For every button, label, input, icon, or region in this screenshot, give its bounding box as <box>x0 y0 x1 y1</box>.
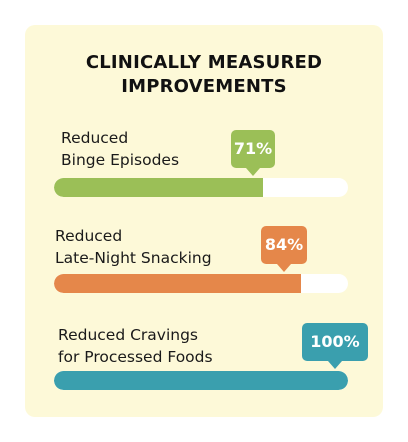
value-bubble: 100% <box>302 323 368 369</box>
card-title: CLINICALLY MEASURED IMPROVEMENTS <box>25 51 383 99</box>
metric-label-line-1: Reduced <box>55 227 123 245</box>
metric-label: Reduced Binge Episodes <box>61 127 179 171</box>
card-title-line-1: CLINICALLY MEASURED <box>85 52 323 73</box>
progress-fill <box>54 371 348 390</box>
metric-late-night-snacking: Reduced Late-Night Snacking 84% <box>25 223 383 313</box>
metric-binge-episodes: Reduced Binge Episodes 71% <box>25 125 383 215</box>
card-title-line-2: IMPROVEMENTS <box>121 76 287 97</box>
metric-label-line-2: Late-Night Snacking <box>55 249 212 267</box>
metric-label: Reduced Cravings for Processed Foods <box>58 324 213 368</box>
metric-label-line-2: for Processed Foods <box>58 348 213 366</box>
metric-processed-food-cravings: Reduced Cravings for Processed Foods 100… <box>25 322 383 412</box>
value-bubble: 71% <box>231 130 275 176</box>
improvements-card: CLINICALLY MEASURED IMPROVEMENTS Reduced… <box>25 25 383 417</box>
metric-label-line-1: Reduced Cravings <box>58 326 199 344</box>
progress-track <box>54 274 348 293</box>
progress-fill <box>54 178 263 197</box>
metric-label: Reduced Late-Night Snacking <box>55 225 212 269</box>
metric-label-line-1: Reduced <box>61 129 129 147</box>
progress-track <box>54 178 348 197</box>
value-bubble: 84% <box>261 226 307 272</box>
progress-track <box>54 371 348 390</box>
metric-label-line-2: Binge Episodes <box>61 151 180 169</box>
progress-fill <box>54 274 301 293</box>
